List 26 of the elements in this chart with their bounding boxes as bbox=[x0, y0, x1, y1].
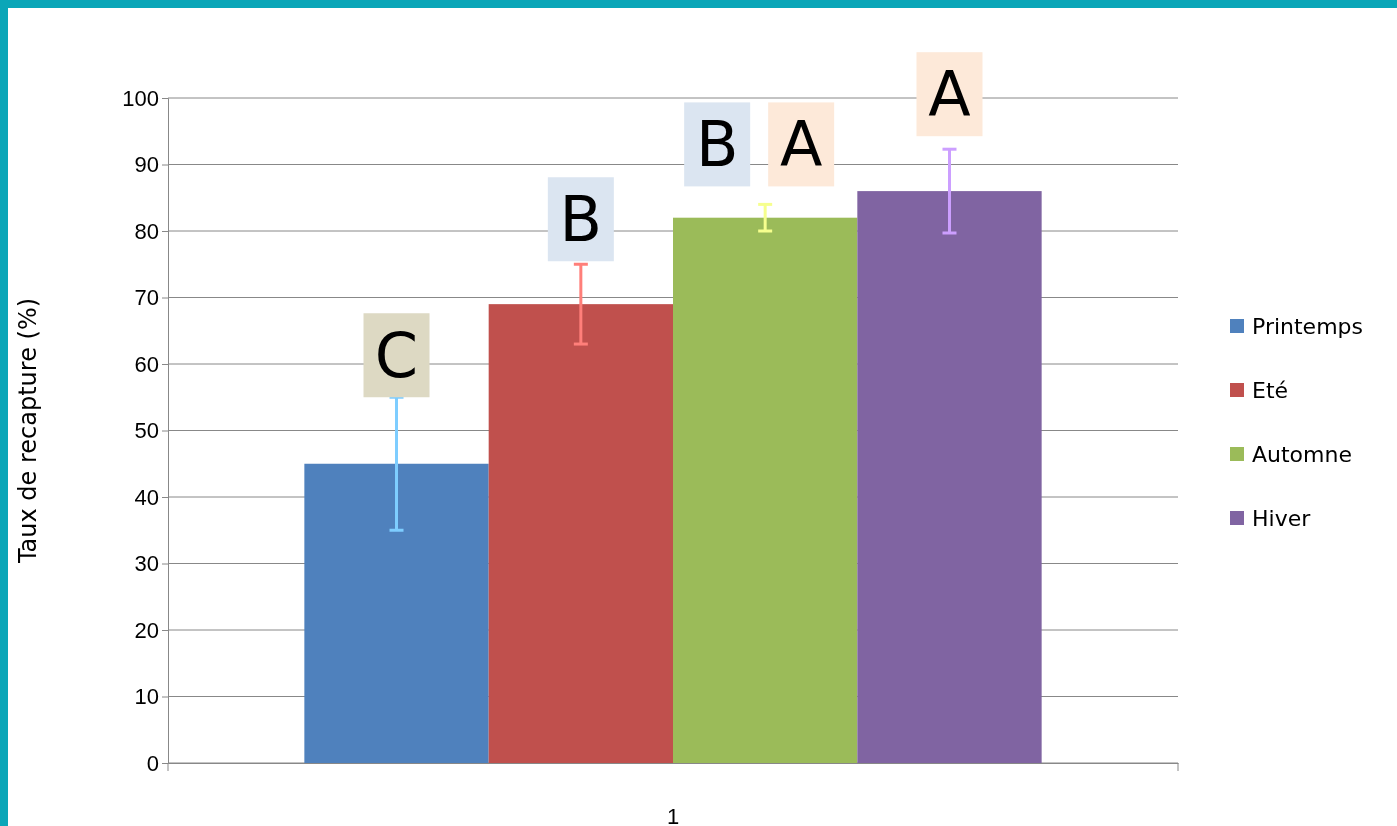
bar bbox=[488, 304, 673, 763]
y-tick-label: 70 bbox=[134, 285, 159, 311]
y-tick-label: 80 bbox=[134, 218, 159, 244]
y-tick-label: 30 bbox=[134, 551, 159, 577]
annotation: B bbox=[559, 183, 603, 257]
y-axis-title: Taux de recapture (%) bbox=[14, 297, 42, 565]
y-tick-label: 60 bbox=[134, 351, 159, 377]
annotation: B bbox=[695, 108, 739, 182]
y-tick-label: 0 bbox=[146, 750, 159, 776]
y-tick-label: 50 bbox=[134, 418, 159, 444]
annotation: A bbox=[928, 58, 971, 132]
annotation: C bbox=[374, 319, 419, 393]
y-tick-label: 20 bbox=[134, 617, 159, 643]
bar bbox=[304, 463, 489, 763]
bar bbox=[673, 217, 858, 763]
annotation: A bbox=[779, 108, 823, 182]
legend-label: Printemps bbox=[1252, 314, 1363, 339]
legend-label: Automne bbox=[1252, 442, 1352, 467]
legend-label: Eté bbox=[1252, 378, 1289, 403]
y-tick-label: 100 bbox=[122, 85, 159, 111]
y-tick-label: 40 bbox=[134, 484, 159, 510]
x-tick-label: 1 bbox=[666, 803, 680, 826]
y-tick-label: 90 bbox=[134, 152, 159, 178]
y-tick-label: 10 bbox=[134, 684, 159, 710]
legend-label: Hiver bbox=[1252, 506, 1312, 531]
bar bbox=[857, 191, 1042, 763]
